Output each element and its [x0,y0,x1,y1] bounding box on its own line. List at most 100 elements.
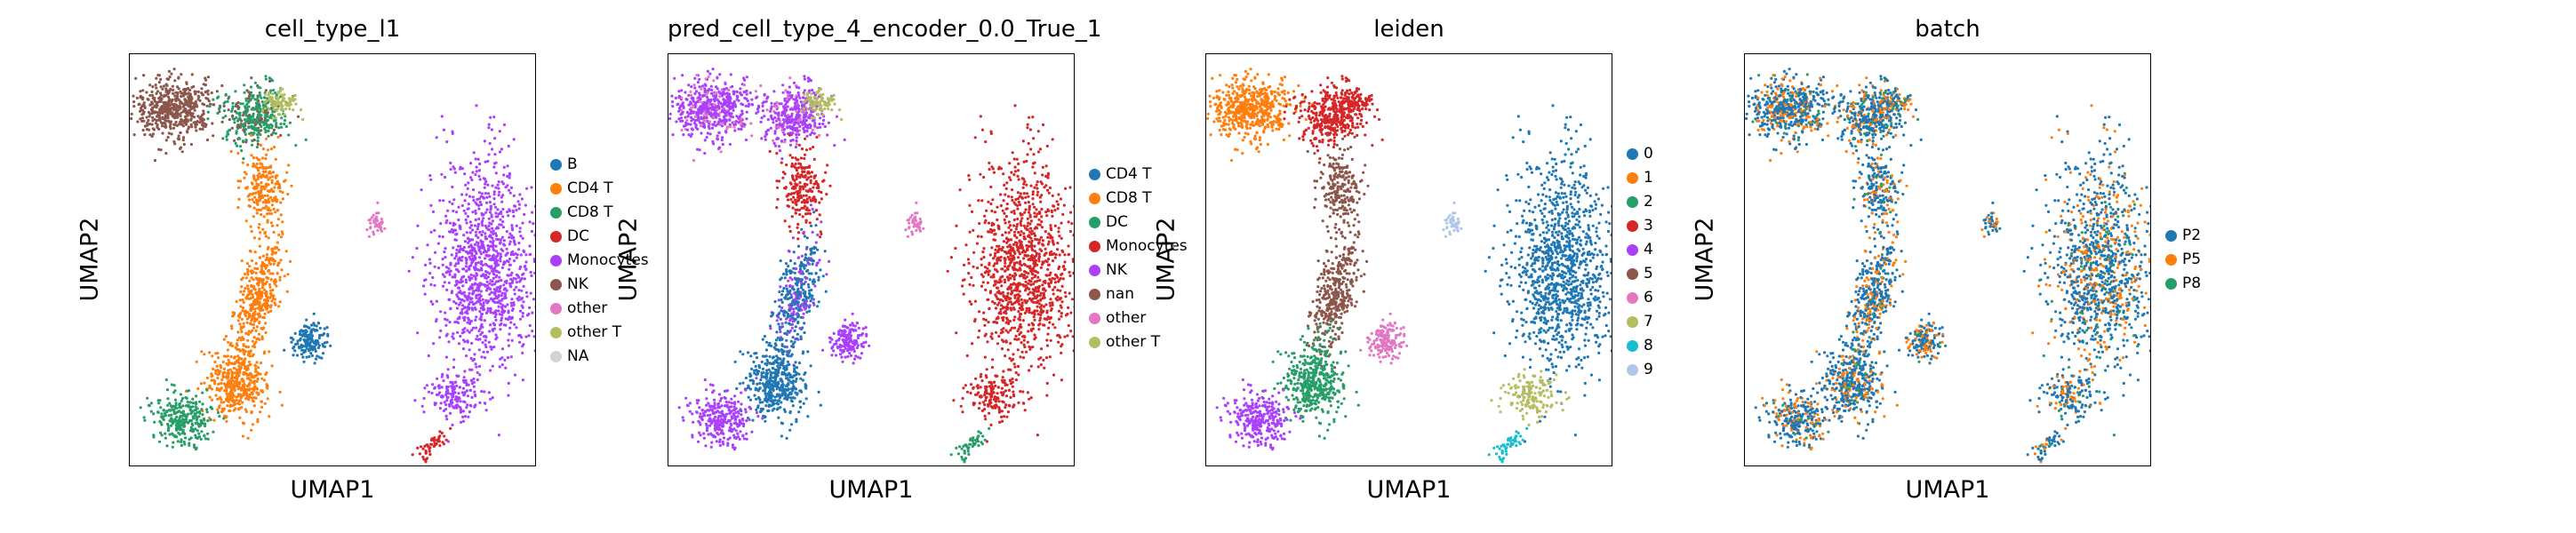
umap-point [194,402,197,405]
umap-point [268,262,273,266]
umap-point [428,174,432,178]
umap-point [438,444,442,448]
umap-point [268,285,272,289]
umap-point [252,125,256,129]
umap-point [305,346,308,350]
umap-point [684,115,687,119]
umap-point [485,280,489,283]
umap-point [460,255,464,259]
umap-point [490,213,493,217]
umap-point [477,169,482,172]
umap-point [256,337,260,340]
umap-point [474,234,478,237]
umap-point [500,235,504,239]
umap-point [454,238,459,242]
umap-point [274,131,277,135]
umap-point [708,132,712,136]
umap-point [248,354,252,358]
umap-point [703,110,707,114]
umap-point [797,133,801,137]
umap-scatter [130,68,535,464]
umap-point [272,107,276,111]
umap-point [690,106,693,109]
umap-point [696,147,700,151]
umap-point [455,282,459,286]
umap-point [451,131,454,135]
umap-point [454,395,458,399]
umap-point [260,124,263,129]
umap-point [277,182,281,187]
umap-point [157,81,161,84]
umap-point [773,104,777,107]
umap-point [172,88,175,91]
umap-point [788,225,791,228]
umap-point [164,116,167,120]
umap-point [703,87,707,91]
umap-point [680,108,684,112]
umap-point [262,378,266,382]
umap-point [316,354,319,358]
umap-point [466,403,469,407]
umap-point [764,99,768,103]
umap-point [426,243,429,247]
umap-point [807,176,811,179]
umap-point [258,107,261,110]
umap-point [183,425,187,428]
umap-point [418,452,421,456]
umap-point [485,208,489,211]
umap-point [506,211,509,214]
umap-point [428,261,432,265]
umap-point [220,378,224,382]
umap-point [487,286,491,290]
umap-point [288,121,292,124]
umap-point [471,195,475,199]
umap-point [250,322,253,326]
umap-point [261,109,265,113]
umap-point [274,211,277,214]
umap-point [740,127,743,131]
umap-point [794,163,797,166]
umap-point [246,163,250,167]
umap-point [818,122,821,126]
umap-point [157,118,161,122]
umap-point [494,295,499,298]
umap-point [218,415,221,418]
umap-point [478,373,482,377]
umap-point [482,273,485,276]
umap-point [275,246,279,250]
umap-point [201,391,204,394]
umap-point [251,396,254,400]
umap-point [141,111,145,115]
umap-point [470,224,474,227]
umap-point [451,423,454,426]
umap-point [707,110,710,114]
umap-point [326,332,330,336]
umap-point [442,409,445,412]
umap-point [446,368,450,371]
umap-point [812,146,815,149]
umap-point [809,198,812,202]
umap-point [766,128,771,131]
umap-point [245,392,249,395]
umap-point [241,309,244,313]
umap-point [268,176,272,179]
umap-point [812,105,816,108]
umap-point [178,402,181,405]
umap-point [490,222,493,226]
umap-point [427,390,431,394]
umap-point [252,94,255,98]
umap-point [180,117,183,121]
umap-point [488,254,492,258]
umap-point [826,163,829,167]
umap-point [266,397,269,401]
umap-point [475,170,478,173]
umap-point [250,124,253,128]
umap-point [230,327,234,330]
umap-point [181,139,185,142]
umap-point [509,355,513,359]
umap-point [246,100,250,104]
umap-point [238,416,242,419]
umap-point [259,361,263,365]
umap-point [186,101,189,105]
umap-point [791,139,795,142]
